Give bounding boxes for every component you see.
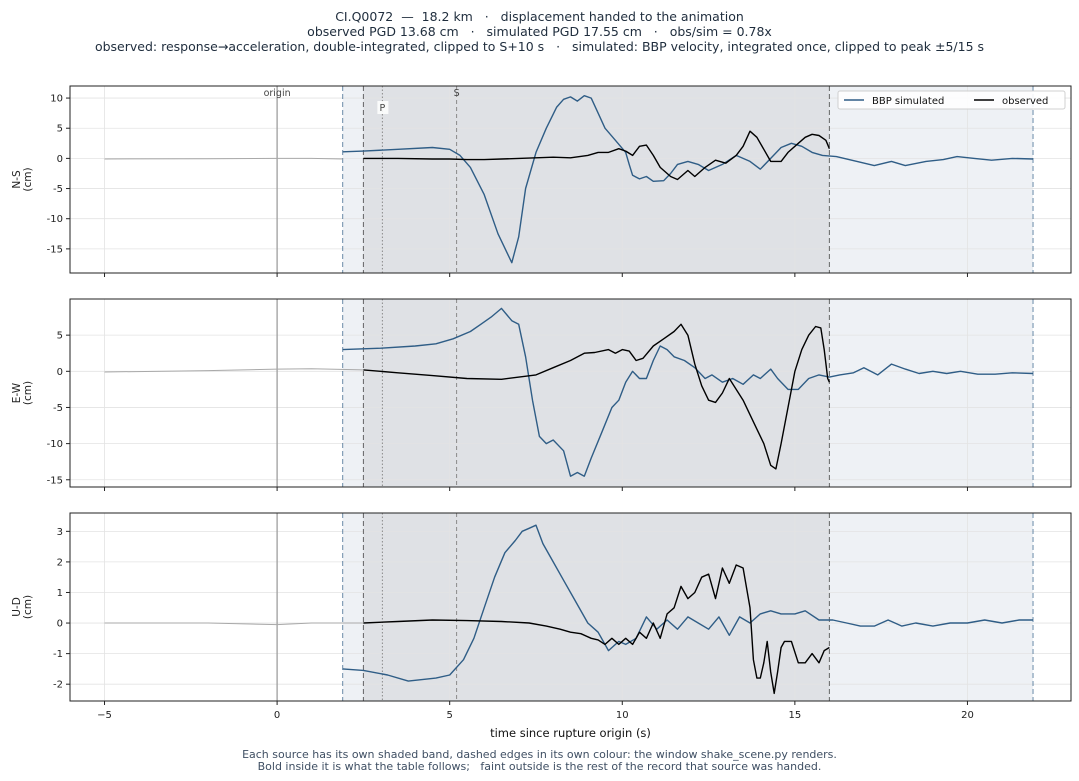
panel-1 bbox=[66, 298, 1072, 491]
p-marker-label: P bbox=[380, 103, 386, 114]
y-tick-label: 2 bbox=[57, 557, 63, 568]
simulated-series-line bbox=[342, 307, 1034, 477]
origin-marker-label: origin bbox=[264, 88, 291, 99]
y-tick-label: 3 bbox=[57, 527, 63, 538]
faint-record-line bbox=[104, 622, 364, 626]
y-tick-label: -15 bbox=[47, 475, 63, 486]
observed-series-line bbox=[363, 564, 830, 695]
y-tick-label: -5 bbox=[53, 403, 63, 414]
s-marker-label: S bbox=[454, 88, 460, 99]
y-axis-label: U-D(cm) bbox=[11, 595, 34, 619]
y-tick-label: -1 bbox=[53, 649, 63, 660]
y-tick-label: -2 bbox=[53, 680, 63, 691]
observed-window-band bbox=[363, 86, 830, 273]
observed-series-line bbox=[363, 323, 831, 470]
panel-frame bbox=[69, 512, 1072, 702]
chart-title-line-2: observed PGD 13.68 cm · simulated PGD 17… bbox=[307, 24, 772, 39]
chart-title-line-3: observed: response→acceleration, double-… bbox=[94, 39, 985, 54]
p-label-box bbox=[377, 101, 389, 114]
observed-window-band bbox=[363, 299, 830, 487]
legend-simulated-label: BBP simulated bbox=[872, 96, 944, 107]
y-axis-label: E-W(cm) bbox=[11, 381, 34, 405]
observed-window-band bbox=[363, 513, 830, 701]
y-tick-label: 5 bbox=[57, 331, 63, 342]
legend-observed-label: observed bbox=[1002, 96, 1048, 107]
observed-series-line bbox=[363, 130, 831, 181]
y-tick-label: 0 bbox=[57, 367, 63, 378]
panel-frame bbox=[69, 298, 1072, 488]
y-tick-label: -15 bbox=[47, 244, 63, 255]
y-tick-label: 0 bbox=[57, 619, 63, 630]
legend-box bbox=[837, 90, 1066, 110]
y-axis-label: N-S(cm) bbox=[11, 167, 34, 191]
panel-frame bbox=[69, 85, 1072, 274]
panel-2 bbox=[66, 512, 1072, 705]
footnote-line-1: Each source has its own shaded band, das… bbox=[242, 748, 837, 761]
x-tick-label: 0 bbox=[274, 710, 280, 721]
x-tick-label: −5 bbox=[97, 710, 112, 721]
y-tick-label: 0 bbox=[57, 154, 63, 165]
x-axis-label: time since rupture origin (s) bbox=[490, 726, 651, 740]
y-tick-label: -10 bbox=[47, 439, 63, 450]
y-tick-label: -5 bbox=[53, 184, 63, 195]
y-tick-label: 5 bbox=[57, 124, 63, 135]
faint-record-line bbox=[104, 157, 343, 160]
x-tick-label: 10 bbox=[616, 710, 629, 721]
panel-0 bbox=[66, 85, 1072, 277]
x-tick-label: 5 bbox=[447, 710, 453, 721]
y-tick-label: -10 bbox=[47, 214, 63, 225]
simulated-series-line bbox=[342, 95, 1034, 264]
x-tick-label: 20 bbox=[961, 710, 974, 721]
chart-title-line-1: CI.Q0072 — 18.2 km · displacement handed… bbox=[335, 9, 744, 24]
faint-record-line bbox=[104, 368, 364, 373]
y-tick-label: 1 bbox=[57, 588, 63, 599]
x-tick-label: 15 bbox=[788, 710, 801, 721]
footnote-line-2: Bold inside it is what the table follows… bbox=[257, 760, 822, 773]
y-tick-label: 10 bbox=[50, 94, 63, 105]
simulated-series-line bbox=[342, 524, 1033, 682]
